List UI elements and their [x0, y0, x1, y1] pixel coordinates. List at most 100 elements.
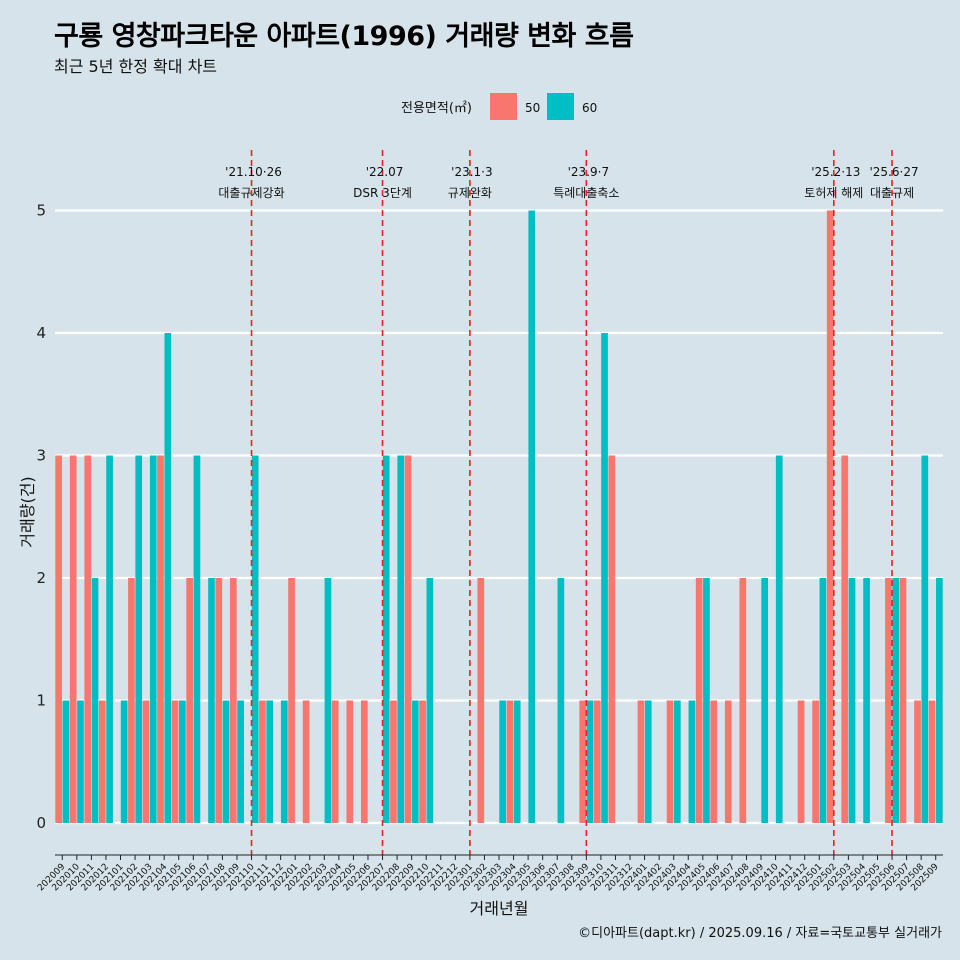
y-tick-label: 3 — [36, 447, 46, 465]
event-name-label: 대출규제 — [870, 186, 914, 200]
legend-title: 전용면적(㎡) — [401, 101, 472, 116]
bar-50-202009 — [55, 455, 62, 823]
bar-50-202204 — [331, 700, 339, 823]
bar-50-202104 — [157, 455, 164, 823]
bar-50-202111 — [259, 700, 266, 823]
bar-50-202210 — [419, 700, 426, 823]
bar-60-202112 — [280, 700, 288, 823]
bar-50-202205 — [346, 700, 354, 823]
bar-60-202501 — [819, 578, 827, 823]
bar-60-202504 — [863, 578, 870, 823]
legend-label-50: 50 — [525, 101, 540, 115]
bar-50-202302 — [477, 578, 485, 823]
bar-50-202503 — [841, 455, 849, 823]
bar-50-202011 — [84, 455, 92, 823]
bar-60-202101 — [120, 700, 128, 823]
bar-60-202305 — [528, 210, 536, 823]
event-date-label: '25.6·27 — [869, 165, 918, 179]
bar-60-202106 — [193, 455, 201, 823]
bar-50-202408 — [739, 578, 747, 823]
event-name-label: DSR 3단계 — [353, 186, 412, 200]
bar-50-202501 — [812, 700, 819, 823]
y-tick-label: 1 — [36, 692, 46, 710]
bar-60-202401 — [644, 700, 652, 823]
source-caption: ©디아파트(dapt.kr) / 2025.09.16 / 자료=국토교통부 실… — [578, 926, 942, 941]
bar-60-202409 — [761, 578, 769, 823]
bar-60-202208 — [397, 455, 405, 823]
bar-60-202108 — [222, 700, 230, 823]
bar-60-202307 — [557, 578, 565, 823]
event-date-label: '23.1·3 — [451, 165, 492, 179]
event-name-label: 대출규제강화 — [218, 186, 284, 200]
bar-60-202403 — [673, 700, 681, 823]
bar-50-202208 — [390, 700, 397, 823]
bar-50-202010 — [69, 455, 77, 823]
bar-60-202203 — [324, 578, 332, 823]
bar-50-202103 — [142, 700, 150, 823]
bar-50-202202 — [302, 700, 310, 823]
bar-60-202009 — [62, 700, 70, 823]
event-date-label: '21.10·26 — [225, 165, 282, 179]
bar-50-202407 — [724, 700, 732, 823]
bar-60-202509 — [936, 578, 943, 823]
event-date-label: '23.9·7 — [568, 165, 609, 179]
bar-60-202010 — [77, 700, 84, 823]
bar-60-202103 — [149, 455, 157, 823]
bar-50-202310 — [593, 700, 601, 823]
bar-60-202110 — [251, 455, 259, 823]
bar-50-202506 — [885, 578, 892, 823]
bar-60-202304 — [513, 700, 521, 823]
bar-60-202405 — [703, 578, 710, 823]
legend-swatch-60 — [547, 93, 574, 120]
bar-60-202503 — [848, 578, 856, 823]
bar-60-202107 — [208, 578, 215, 823]
bar-50-202108 — [215, 578, 223, 823]
bar-50-202502 — [826, 210, 834, 823]
bar-50-202102 — [128, 578, 135, 823]
bar-50-202109 — [229, 578, 237, 823]
bar-50-202403 — [666, 700, 674, 823]
event-name-label: 토허제 해제 — [804, 186, 863, 200]
bar-60-202012 — [106, 455, 113, 823]
chart-title: 구룡 영창파크타운 아파트(1996) 거래량 변화 흐름 — [54, 21, 634, 52]
bar-50-202309 — [579, 700, 587, 823]
legend-swatch-50 — [490, 93, 517, 120]
bar-50-202401 — [637, 700, 645, 823]
bar-60-202207 — [382, 455, 390, 823]
bar-50-202509 — [928, 700, 936, 823]
y-tick-label: 5 — [36, 202, 46, 220]
bar-50-202206 — [361, 700, 368, 823]
bar-50-202304 — [506, 700, 514, 823]
bar-50-202507 — [899, 578, 907, 823]
bar-50-202209 — [404, 455, 412, 823]
y-tick-label: 2 — [36, 569, 46, 587]
bar-50-202105 — [171, 700, 179, 823]
bar-60-202105 — [179, 700, 186, 823]
event-name-label: 규제완화 — [448, 186, 492, 200]
bar-60-202309 — [586, 700, 594, 823]
bar-60-202506 — [892, 578, 900, 823]
bar-60-202011 — [91, 578, 99, 823]
y-tick-label: 4 — [36, 324, 46, 342]
bar-50-202106 — [186, 578, 193, 823]
bar-60-202109 — [237, 700, 244, 823]
bar-60-202111 — [266, 700, 274, 823]
bar-60-202410 — [775, 455, 783, 823]
bar-60-202104 — [164, 333, 172, 823]
event-date-label: '25.2·13 — [811, 165, 860, 179]
bar-60-202209 — [411, 700, 419, 823]
bar-60-202102 — [135, 455, 143, 823]
y-tick-label: 0 — [36, 814, 46, 832]
bar-50-202012 — [98, 700, 106, 823]
chart-subtitle: 최근 5년 한정 확대 차트 — [54, 57, 218, 76]
bar-50-202311 — [608, 455, 616, 823]
legend-label-60: 60 — [582, 101, 597, 115]
bar-50-202412 — [797, 700, 805, 823]
bar-50-202508 — [914, 700, 921, 823]
bar-60-202404 — [688, 700, 696, 823]
bar-50-202405 — [695, 578, 703, 823]
bar-60-202303 — [499, 700, 506, 823]
y-axis-title: 거래량(건) — [18, 476, 37, 547]
x-axis-title: 거래년월 — [470, 899, 529, 918]
